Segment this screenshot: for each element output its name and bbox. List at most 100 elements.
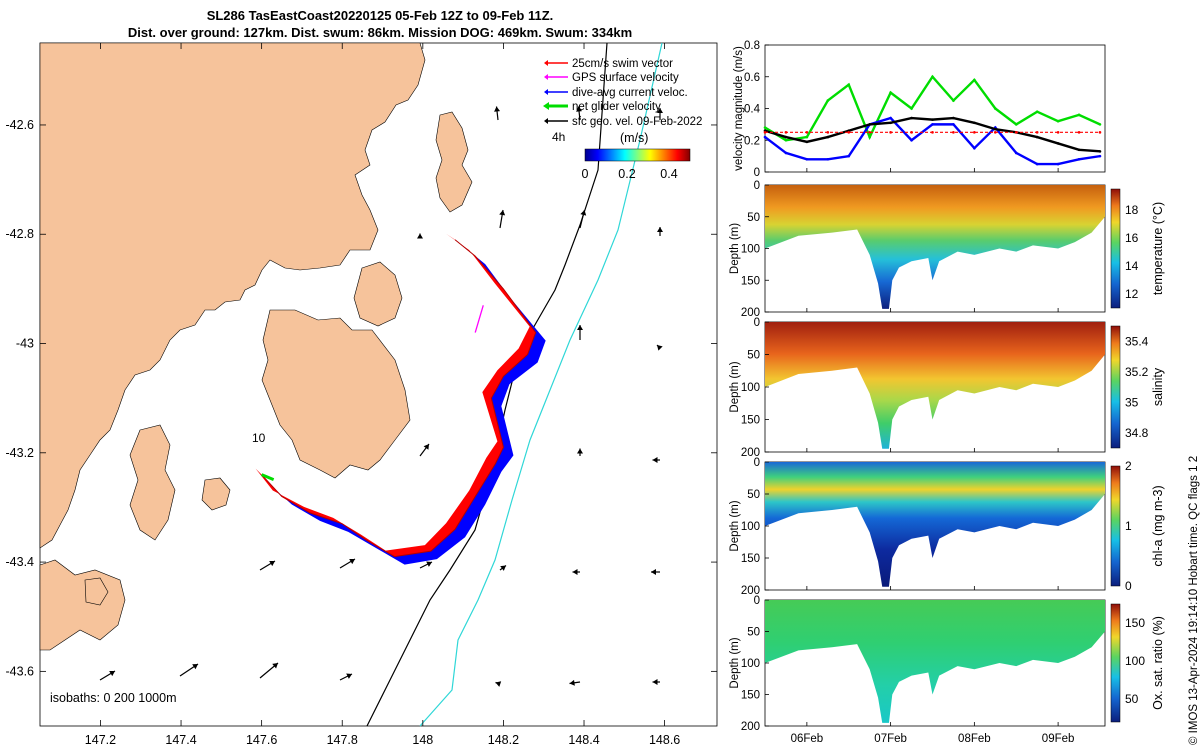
legend-swim-vector: 25cm/s swim vector	[572, 58, 673, 70]
land-peninsula	[261, 309, 411, 479]
velocity-point	[805, 131, 809, 134]
depth-ytick-label: 200	[741, 721, 760, 733]
velocity-point	[952, 123, 955, 126]
geo-velocity-arrowhead	[346, 673, 352, 679]
velocity-point	[889, 131, 892, 134]
velocity-point	[847, 154, 851, 158]
depth-ytick-label: 150	[741, 690, 760, 702]
velocity-point	[993, 107, 997, 110]
colorbar-tick-label: 150	[1125, 616, 1145, 630]
geo-velocity-arrowhead	[572, 569, 578, 575]
velocity-point	[847, 83, 851, 86]
colorbar-label: Ox. sat. ratio (%)	[1151, 616, 1165, 710]
map-colorbar-ticks: 0 0.2 0.4	[582, 167, 678, 181]
velocity-point	[847, 131, 851, 134]
map-xtick-label: 148	[412, 733, 433, 747]
velocity-point	[1035, 162, 1039, 166]
land-east-island	[353, 261, 403, 327]
land-south-peninsula	[129, 424, 176, 541]
velocity-point	[784, 131, 788, 134]
depth-ytick-label: 50	[747, 212, 760, 224]
velocity-point	[784, 135, 788, 139]
depth-ytick-label: 150	[741, 415, 760, 427]
geo-velocity-arrowhead	[577, 325, 583, 330]
map-colorbar-label: (m/s)	[620, 131, 648, 145]
geo-velocity-arrowhead	[349, 559, 355, 565]
map-colorbar-tick: 0.2	[618, 167, 635, 181]
depth-ytick-label: 0	[754, 457, 760, 469]
velocity-point	[763, 131, 767, 134]
velocity-point	[1056, 142, 1060, 145]
colorbar-tick-label: 34.8	[1125, 426, 1149, 440]
legend-sfc-geo-velocity: sfc geo. vel. 09-Feb-2022	[572, 116, 702, 128]
velocity-point	[805, 135, 809, 139]
velocity-ytick-label: 0.6	[744, 72, 760, 84]
map-ytick-label: -43.4	[6, 555, 35, 569]
map-colorbar-tick: 0	[582, 167, 589, 181]
section-xtick-label: 07Feb	[874, 733, 907, 745]
depth-ylabel: Depth (m)	[729, 500, 741, 551]
velocity-point	[1035, 135, 1039, 139]
velocity-point	[805, 158, 809, 161]
geo-velocity-arrowhead	[652, 457, 658, 463]
geo-velocity-arrowhead	[423, 444, 429, 450]
geo-velocity-arrowhead	[657, 345, 663, 351]
map-ytick-label: -42.8	[6, 227, 35, 241]
geo-velocity-arrowhead	[580, 210, 587, 216]
colorbar-label: temperature (°C)	[1151, 202, 1165, 295]
velocity-point	[763, 135, 767, 139]
velocity-point	[1077, 113, 1081, 117]
velocity-point	[784, 151, 788, 155]
land-islet	[84, 577, 109, 606]
depth-ytick-label: 0	[754, 595, 760, 607]
gps-velocity-arrow	[474, 305, 484, 333]
velocity-point	[973, 131, 976, 134]
section-colorbar	[1110, 325, 1121, 449]
section-data-field	[765, 185, 1105, 309]
velocity-point	[1056, 131, 1060, 134]
velocity-point	[889, 121, 892, 125]
geo-velocity-arrowhead	[495, 681, 502, 687]
velocity-point	[868, 131, 871, 134]
map-ytick-label: -42.6	[6, 118, 35, 132]
map-legend: 25cm/s swim vector GPS surface velocity …	[543, 58, 702, 145]
section-data-field	[765, 322, 1105, 449]
credit-text: © IMOS 13-Apr-2024 19:14:10 Hobart time.…	[1188, 455, 1200, 745]
legend-net-glider-velocity: net glider velocity	[572, 101, 661, 113]
map-xtick-label: 147.2	[85, 733, 116, 747]
colorbar-tick-label: 16	[1125, 231, 1139, 245]
velocity-point	[1077, 148, 1081, 152]
depth-ytick-label: 50	[747, 350, 760, 362]
chart-title-line1: SL286 TasEastCoast20220125 05-Feb 12Z to…	[206, 8, 554, 23]
map-colorbar-tick: 0.4	[660, 167, 677, 181]
isobath-200m	[366, 42, 608, 727]
velocity-point	[952, 99, 955, 102]
depth-ytick-label: 50	[747, 489, 760, 501]
geostrophic-arrows	[99, 106, 663, 687]
velocity-point	[1014, 123, 1018, 126]
depth-ylabel: Depth (m)	[729, 637, 741, 688]
isobath-1000m	[419, 42, 663, 727]
geo-velocity-arrowhead	[651, 569, 656, 575]
colorbar-tick-label: 14	[1125, 259, 1139, 273]
velocity-point	[931, 123, 934, 126]
map-xtick-label: 148.6	[649, 733, 680, 747]
geo-velocity-arrowhead	[657, 108, 663, 113]
geo-velocity-arrowhead	[109, 671, 115, 677]
geo-velocity-arrowhead	[577, 448, 583, 454]
velocity-point	[1077, 131, 1081, 134]
velocity-point	[973, 121, 976, 125]
section-data-field	[765, 462, 1105, 587]
velocity-point	[826, 99, 830, 102]
colorbar-tick-label: 35.2	[1125, 365, 1149, 379]
geo-velocity-arrowhead	[499, 210, 506, 216]
glider-track-line	[261, 239, 537, 558]
velocity-point	[910, 107, 913, 110]
legend-interval-note: 4h	[552, 130, 565, 144]
section-colorbar	[1110, 603, 1121, 723]
map-xtick-label: 148.2	[488, 733, 519, 747]
map-axes: 147.2 147.4 147.6 147.8 148 148.2 148.4 148.6 -4…	[6, 43, 717, 747]
velocity-point	[910, 138, 913, 142]
depth-ytick-label: 100	[741, 244, 760, 256]
